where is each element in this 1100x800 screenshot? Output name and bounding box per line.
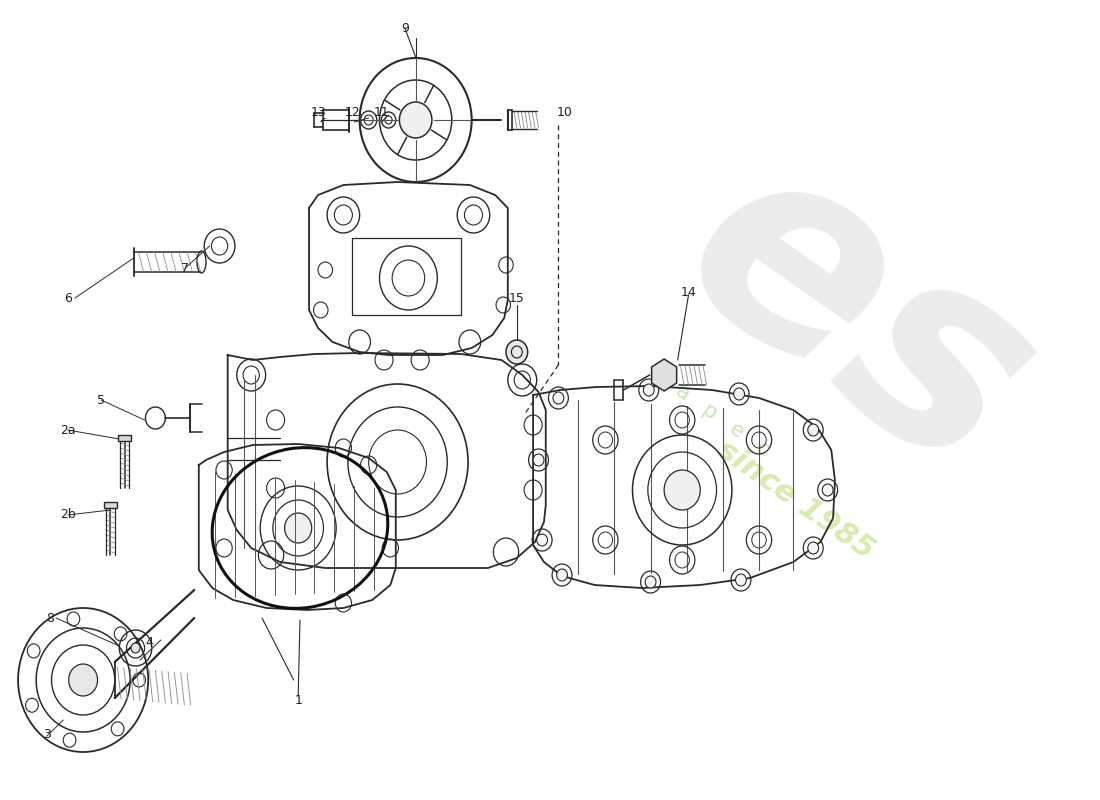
Polygon shape bbox=[103, 502, 117, 508]
Circle shape bbox=[664, 470, 701, 510]
Circle shape bbox=[557, 569, 568, 581]
Text: 9: 9 bbox=[400, 22, 409, 34]
Text: 1: 1 bbox=[294, 694, 302, 706]
Text: 12: 12 bbox=[344, 106, 361, 118]
Text: 6: 6 bbox=[64, 291, 72, 305]
Circle shape bbox=[506, 340, 528, 364]
Circle shape bbox=[534, 454, 544, 466]
Text: since 1985: since 1985 bbox=[712, 435, 879, 565]
Circle shape bbox=[68, 664, 98, 696]
Circle shape bbox=[807, 424, 818, 436]
Text: 11: 11 bbox=[373, 106, 389, 118]
Text: 2b: 2b bbox=[59, 509, 76, 522]
Text: 3: 3 bbox=[43, 729, 51, 742]
Circle shape bbox=[553, 392, 564, 404]
Polygon shape bbox=[119, 435, 131, 441]
Text: 13: 13 bbox=[310, 106, 326, 118]
Text: 2a: 2a bbox=[60, 423, 76, 437]
Circle shape bbox=[646, 576, 656, 588]
Text: 7: 7 bbox=[182, 262, 189, 274]
Circle shape bbox=[285, 513, 311, 543]
Circle shape bbox=[734, 388, 745, 400]
Text: es: es bbox=[636, 108, 1080, 532]
Circle shape bbox=[736, 574, 747, 586]
Circle shape bbox=[807, 542, 818, 554]
Text: 10: 10 bbox=[557, 106, 573, 118]
Circle shape bbox=[823, 484, 833, 496]
Circle shape bbox=[399, 102, 432, 138]
Circle shape bbox=[644, 384, 654, 396]
Text: 15: 15 bbox=[509, 291, 525, 305]
Text: a   p   e   c: a p e c bbox=[672, 380, 773, 460]
Text: 5: 5 bbox=[97, 394, 106, 406]
Polygon shape bbox=[651, 359, 676, 391]
Text: 14: 14 bbox=[681, 286, 696, 298]
Circle shape bbox=[131, 643, 140, 653]
Text: 4: 4 bbox=[145, 635, 153, 649]
Circle shape bbox=[537, 534, 548, 546]
Text: 8: 8 bbox=[46, 611, 54, 625]
